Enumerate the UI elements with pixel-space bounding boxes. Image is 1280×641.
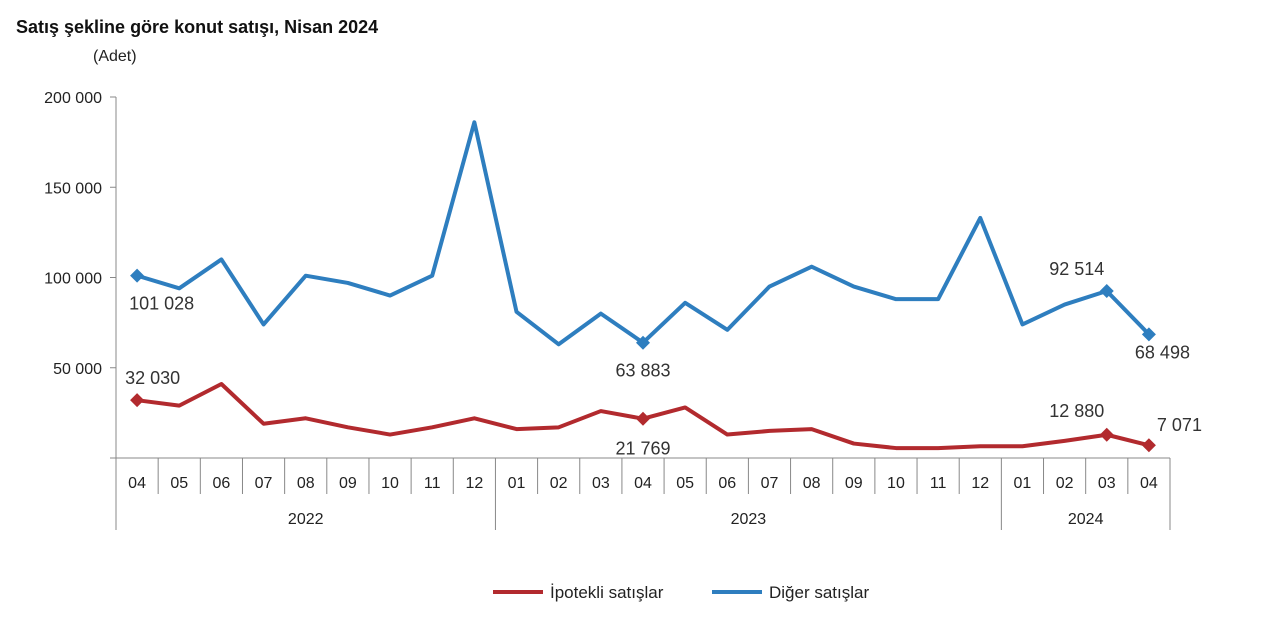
- y-tick-label: 50 000: [53, 361, 102, 378]
- data-point-marker: [130, 393, 145, 408]
- x-tick-label: 10: [381, 475, 399, 492]
- x-tick-label: 09: [339, 475, 357, 492]
- data-point-marker: [1141, 327, 1156, 342]
- x-tick-label: 08: [297, 475, 315, 492]
- x-tick-label: 06: [213, 475, 231, 492]
- x-tick-label: 02: [550, 475, 568, 492]
- x-tick-label: 11: [424, 475, 441, 492]
- x-tick-label: 12: [971, 475, 989, 492]
- y-axis-unit: (Adet): [93, 48, 137, 65]
- x-tick-label: 09: [845, 475, 863, 492]
- x-tick-label: 12: [465, 475, 483, 492]
- data-label: 32 030: [125, 368, 180, 388]
- data-point-marker: [636, 411, 650, 426]
- x-tick-label: 04: [1140, 475, 1158, 492]
- x-tick-label: 08: [803, 475, 821, 492]
- x-tick-label: 03: [1098, 475, 1116, 492]
- x-tick-label: 06: [718, 475, 736, 492]
- x-tick-label: 04: [634, 475, 652, 492]
- y-tick-label: 200 000: [44, 90, 102, 107]
- chart-title: Satış şekline göre konut satışı, Nisan 2…: [16, 17, 379, 37]
- series-line-1: [136, 120, 1151, 347]
- y-tick-label: 150 000: [44, 180, 102, 197]
- year-label: 2022: [288, 511, 324, 528]
- legend-label: Diğer satışlar: [769, 583, 869, 602]
- x-tick-label: 05: [676, 475, 694, 492]
- legend-label: İpotekli satışlar: [550, 583, 664, 602]
- year-label: 2023: [731, 511, 767, 528]
- x-tick-label: 05: [170, 475, 188, 492]
- data-label: 7 071: [1157, 415, 1202, 435]
- x-tick-label: 01: [508, 475, 526, 492]
- year-label: 2024: [1068, 511, 1104, 528]
- data-point-marker: [636, 335, 650, 350]
- data-label: 92 514: [1049, 259, 1104, 279]
- y-tick-label: 100 000: [44, 271, 102, 288]
- data-label: 63 883: [615, 361, 670, 381]
- data-point-marker: [1099, 427, 1114, 442]
- data-label: 21 769: [615, 439, 670, 459]
- data-label: 68 498: [1135, 342, 1190, 362]
- x-tick-label: 01: [1014, 475, 1032, 492]
- x-tick-label: 02: [1056, 475, 1074, 492]
- x-tick-label: 07: [761, 475, 779, 492]
- data-label: 101 028: [129, 294, 194, 314]
- x-tick-label: 03: [592, 475, 610, 492]
- x-tick-label: 07: [255, 475, 273, 492]
- data-label: 12 880: [1049, 401, 1104, 421]
- data-point-marker: [1099, 284, 1114, 299]
- x-tick-label: 04: [128, 475, 146, 492]
- x-tick-label: 11: [930, 475, 947, 492]
- x-tick-label: 10: [887, 475, 905, 492]
- data-point-marker: [130, 268, 145, 283]
- data-point-marker: [1141, 438, 1156, 453]
